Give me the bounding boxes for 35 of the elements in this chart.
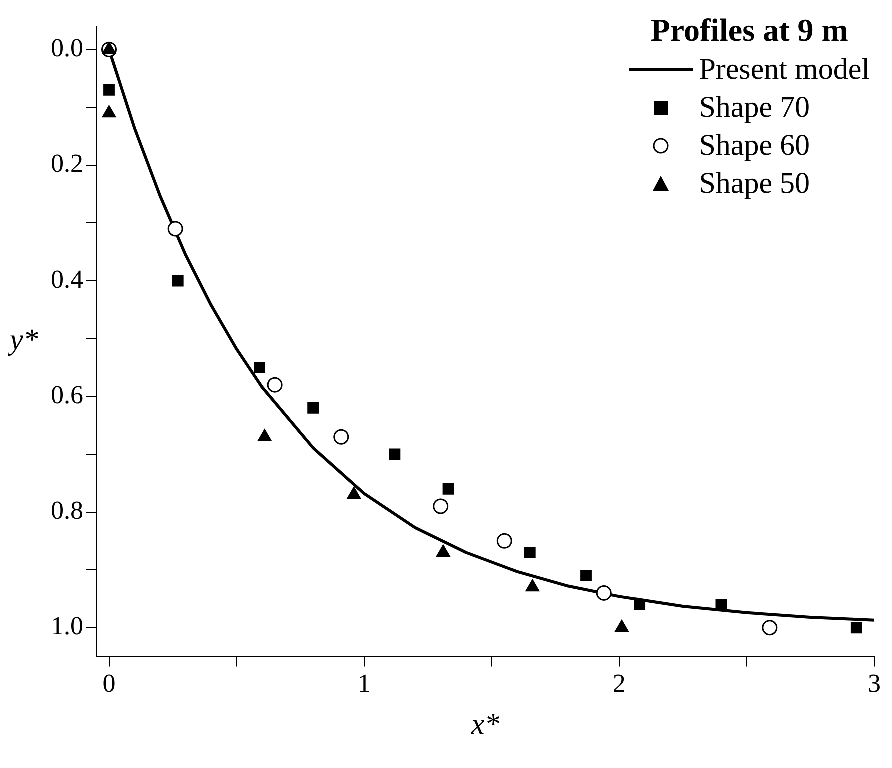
point <box>442 483 454 495</box>
legend-label: Shape 60 <box>699 128 810 164</box>
x-axis-title: x* <box>470 708 500 741</box>
point <box>580 570 592 582</box>
point <box>433 498 449 514</box>
legend-label: Present model <box>699 52 870 88</box>
point <box>524 547 536 558</box>
point <box>762 620 778 636</box>
point <box>596 585 612 601</box>
point <box>172 275 184 287</box>
y-tick-label: 1.0 <box>51 612 84 641</box>
point <box>716 599 728 610</box>
point <box>267 377 283 393</box>
x-tick-label: 2 <box>612 669 626 698</box>
y-tick-label: 0.2 <box>51 149 84 178</box>
point <box>634 599 646 610</box>
x-tick-label: 1 <box>358 669 371 698</box>
y-tick-label: 0.6 <box>51 380 84 410</box>
y-tick-label: 0.4 <box>51 264 84 294</box>
point <box>334 429 350 445</box>
point <box>168 221 184 237</box>
point <box>389 448 401 460</box>
point <box>850 622 862 634</box>
point <box>308 402 320 414</box>
legend-label: Shape 70 <box>699 90 810 126</box>
legend-title: Profiles at 9 m <box>650 12 850 49</box>
x-tick-label: 0 <box>102 669 116 698</box>
y-tick-label: 0.0 <box>51 34 84 63</box>
legend-label: Shape 50 <box>699 166 810 202</box>
x-tick-label: 3 <box>868 669 881 698</box>
point <box>102 106 116 118</box>
point <box>104 84 115 96</box>
point <box>254 362 266 374</box>
y-tick-label: 0.8 <box>51 496 84 526</box>
point <box>496 533 512 549</box>
